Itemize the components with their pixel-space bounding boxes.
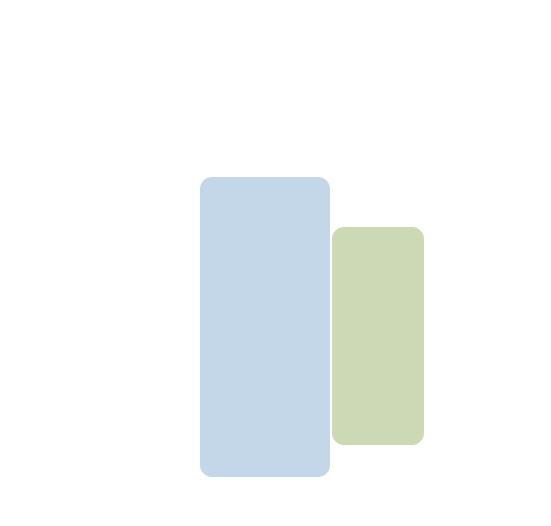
fertilizer-content-panel <box>332 227 424 445</box>
fertilizer-product-panel <box>200 177 330 477</box>
